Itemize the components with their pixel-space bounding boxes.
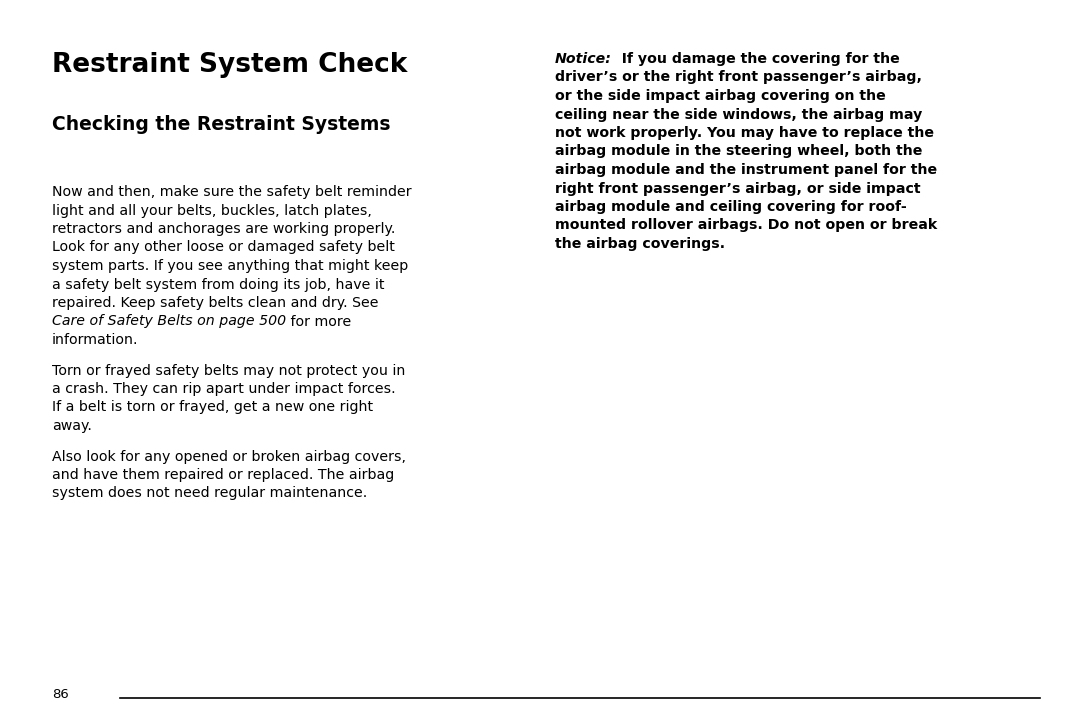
Text: If you damage the covering for the: If you damage the covering for the bbox=[612, 52, 900, 66]
Text: airbag module and the instrument panel for the: airbag module and the instrument panel f… bbox=[555, 163, 937, 177]
Text: Care of Safety Belts on page 500: Care of Safety Belts on page 500 bbox=[52, 315, 286, 328]
Text: Torn or frayed safety belts may not protect you in: Torn or frayed safety belts may not prot… bbox=[52, 364, 405, 377]
Text: system parts. If you see anything that might keep: system parts. If you see anything that m… bbox=[52, 259, 408, 273]
Text: Restraint System Check: Restraint System Check bbox=[52, 52, 407, 78]
Text: repaired. Keep safety belts clean and dry. See: repaired. Keep safety belts clean and dr… bbox=[52, 296, 378, 310]
Text: a safety belt system from doing its job, have it: a safety belt system from doing its job,… bbox=[52, 277, 384, 292]
Text: retractors and anchorages are working properly.: retractors and anchorages are working pr… bbox=[52, 222, 395, 236]
Text: airbag module and ceiling covering for roof-: airbag module and ceiling covering for r… bbox=[555, 200, 907, 214]
Text: and have them repaired or replaced. The airbag: and have them repaired or replaced. The … bbox=[52, 468, 394, 482]
Text: system does not need regular maintenance.: system does not need regular maintenance… bbox=[52, 487, 367, 500]
Text: Notice:: Notice: bbox=[555, 52, 612, 66]
Text: a crash. They can rip apart under impact forces.: a crash. They can rip apart under impact… bbox=[52, 382, 395, 396]
Text: Look for any other loose or damaged safety belt: Look for any other loose or damaged safe… bbox=[52, 240, 395, 254]
Text: mounted rollover airbags. Do not open or break: mounted rollover airbags. Do not open or… bbox=[555, 218, 937, 233]
Text: or the side impact airbag covering on the: or the side impact airbag covering on th… bbox=[555, 89, 886, 103]
Text: driver’s or the right front passenger’s airbag,: driver’s or the right front passenger’s … bbox=[555, 71, 922, 84]
Text: the airbag coverings.: the airbag coverings. bbox=[555, 237, 725, 251]
Text: away.: away. bbox=[52, 419, 92, 433]
Text: light and all your belts, buckles, latch plates,: light and all your belts, buckles, latch… bbox=[52, 204, 372, 217]
Text: Now and then, make sure the safety belt reminder: Now and then, make sure the safety belt … bbox=[52, 185, 411, 199]
Text: airbag module in the steering wheel, both the: airbag module in the steering wheel, bot… bbox=[555, 145, 922, 158]
Text: ceiling near the side windows, the airbag may: ceiling near the side windows, the airba… bbox=[555, 107, 922, 122]
Text: information.: information. bbox=[52, 333, 138, 347]
Text: 86: 86 bbox=[52, 688, 69, 701]
Text: Also look for any opened or broken airbag covers,: Also look for any opened or broken airba… bbox=[52, 449, 406, 464]
Text: If a belt is torn or frayed, get a new one right: If a belt is torn or frayed, get a new o… bbox=[52, 400, 373, 415]
Text: for more: for more bbox=[286, 315, 351, 328]
Text: Checking the Restraint Systems: Checking the Restraint Systems bbox=[52, 115, 391, 134]
Text: not work properly. You may have to replace the: not work properly. You may have to repla… bbox=[555, 126, 934, 140]
Text: right front passenger’s airbag, or side impact: right front passenger’s airbag, or side … bbox=[555, 181, 920, 196]
